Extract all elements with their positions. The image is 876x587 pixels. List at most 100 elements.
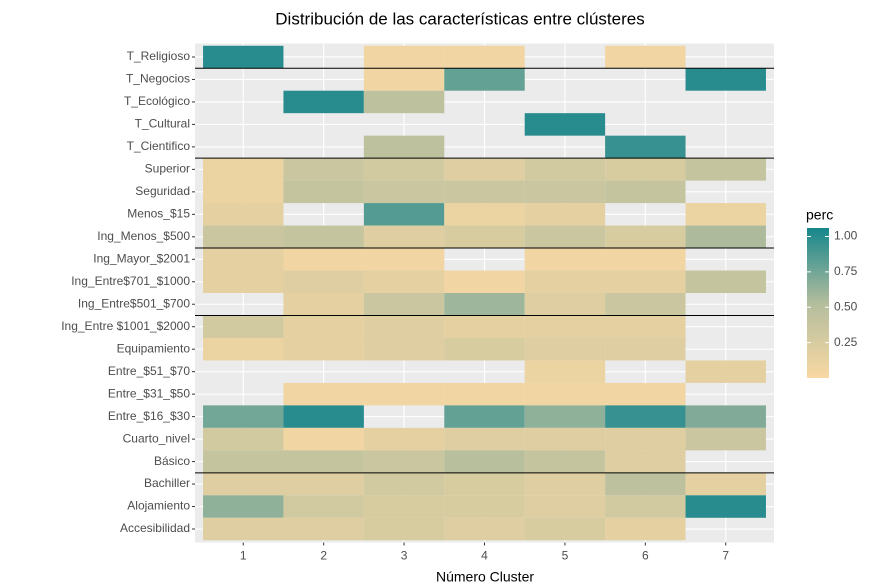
heat-cell	[203, 315, 284, 338]
heat-cell	[283, 180, 364, 204]
heat-cell	[363, 135, 445, 159]
heat-cell	[524, 427, 606, 451]
y-tick-label: Cuarto_nivel	[123, 431, 190, 445]
heat-cell	[605, 135, 686, 159]
heat-cell	[203, 450, 284, 473]
heat-cell	[363, 225, 445, 249]
heat-cell	[605, 450, 686, 473]
y-tick-label: T_Cientifico	[127, 139, 191, 153]
heat-cell	[203, 180, 284, 204]
heat-cell	[363, 472, 445, 496]
heat-cell	[444, 337, 525, 361]
y-tick-label: T_Ecológico	[124, 94, 190, 108]
x-tick-label: 2	[320, 549, 327, 563]
heat-cell	[283, 248, 364, 271]
heat-cell	[444, 203, 525, 226]
heat-cell	[363, 248, 445, 271]
heat-cell	[605, 517, 686, 541]
heat-cell	[605, 270, 686, 293]
heat-cell	[444, 293, 525, 316]
heat-cell	[524, 382, 606, 406]
heat-cell	[685, 427, 766, 451]
heat-cell	[524, 315, 606, 338]
heat-cell	[685, 68, 766, 91]
heat-cell	[203, 270, 284, 293]
heat-cell	[524, 203, 606, 226]
colorbar-tick-label: 0.75	[834, 264, 858, 278]
heat-cell	[283, 225, 364, 249]
heat-cell	[524, 495, 606, 518]
y-tick-label: T_Cultural	[135, 117, 190, 131]
y-tick-label: Alojamiento	[127, 499, 190, 513]
heat-cell	[203, 225, 284, 249]
heat-cell	[524, 180, 606, 204]
y-tick-label: Equipamiento	[117, 341, 191, 355]
heat-cell	[283, 270, 364, 293]
y-tick-label: Ing_Entre$501_$700	[78, 296, 190, 310]
heat-cell	[363, 450, 445, 473]
heat-cell	[605, 158, 686, 181]
colorbar	[807, 228, 829, 378]
colorbar-tick-label: 1.00	[834, 229, 858, 243]
heat-cell	[605, 315, 686, 338]
heat-cell	[444, 517, 525, 541]
heat-cell	[363, 45, 445, 69]
y-tick-label: T_Negocios	[126, 72, 190, 86]
heat-cell	[283, 293, 364, 316]
y-tick-label: Ing_Entre$701_$1000	[71, 274, 190, 288]
heat-cell	[685, 203, 766, 226]
heat-cell	[363, 427, 445, 451]
heat-cell	[283, 315, 364, 338]
heat-cell	[444, 225, 525, 249]
heat-cell	[605, 45, 686, 69]
heat-cell	[685, 472, 766, 496]
y-tick-label: Menos_$15	[127, 207, 190, 221]
legend-title: perc	[806, 207, 833, 223]
heat-cell	[363, 495, 445, 518]
heat-cell	[605, 248, 686, 271]
heat-cell	[363, 315, 445, 338]
heat-cell	[524, 450, 606, 473]
heat-cell	[363, 203, 445, 226]
heat-cell	[203, 337, 284, 361]
x-axis-title: Número Cluster	[436, 569, 534, 585]
x-tick-label: 7	[722, 549, 729, 563]
heat-cell	[283, 337, 364, 361]
heat-cell	[605, 472, 686, 496]
heat-cell	[363, 158, 445, 181]
heat-cell	[524, 360, 606, 383]
y-tick-label: Seguridad	[135, 184, 190, 198]
heat-cell	[283, 405, 364, 428]
heat-cell	[685, 360, 766, 383]
heat-cell	[363, 90, 445, 114]
x-tick-label: 4	[481, 549, 488, 563]
heat-cell	[283, 495, 364, 518]
heat-cell	[203, 158, 284, 181]
chart-title: Distribución de las características entr…	[275, 9, 644, 28]
y-tick-label: Superior	[145, 162, 190, 176]
heat-cell	[444, 495, 525, 518]
heat-cell	[444, 315, 525, 338]
heat-cell	[685, 225, 766, 249]
colorbar-tick-label: 0.25	[834, 335, 858, 349]
heat-cell	[283, 158, 364, 181]
heat-cell	[524, 225, 606, 249]
x-tick-label: 6	[642, 549, 649, 563]
heat-cell	[605, 293, 686, 316]
heat-cell	[524, 113, 606, 136]
heat-cell	[363, 517, 445, 541]
x-tick-label: 3	[401, 549, 408, 563]
heat-cell	[605, 495, 686, 518]
heat-cell	[203, 427, 284, 451]
heat-cell	[444, 45, 525, 69]
heat-cell	[203, 45, 284, 69]
heat-cell	[363, 270, 445, 293]
heat-cell	[685, 270, 766, 293]
heat-cell	[444, 382, 525, 406]
x-tick-label: 1	[240, 549, 247, 563]
heat-cell	[605, 337, 686, 361]
heat-cell	[444, 68, 525, 91]
heat-cell	[363, 382, 445, 406]
heat-cell	[524, 337, 606, 361]
heat-cell	[283, 517, 364, 541]
